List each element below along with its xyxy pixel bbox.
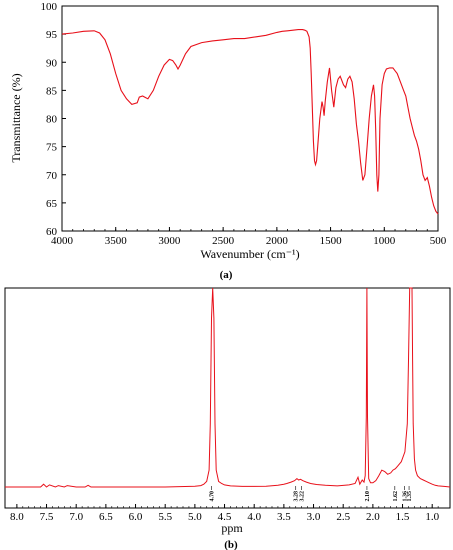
nmr-x-tick-label: 7.0 [69, 511, 83, 523]
nmr-x-tick-label: 4.0 [247, 511, 261, 523]
nmr-peak-label: 3.22 [300, 486, 306, 502]
nmr-x-tick-label: 3.5 [277, 511, 291, 523]
ir-y-tick-label: 90 [46, 57, 58, 69]
ir-y-tick-label: 100 [41, 1, 58, 13]
nmr-panel-label: (b) [224, 539, 238, 550]
nmr-spectrum-panel: 8.0 7.5 7.0 6.5 6.0 5.5 5.0 4.5 4.0 3.5 3.0 2.5 2.0 1… [4, 287, 451, 550]
nmr-x-tick-label: 2.0 [366, 511, 380, 523]
nmr-x-tick-label: 5.5 [158, 511, 172, 523]
ir-x-tick-label: 1500 [320, 235, 343, 247]
nmr-plot-frame [4, 287, 451, 509]
ir-y-tick-label: 60 [46, 226, 58, 238]
ir-spectrum-panel: 4000 3500 3000 2500 2000 1500 1000 500 60 65 70 75… [9, 1, 447, 281]
ir-y-tick-label: 65 [46, 198, 58, 210]
nmr-peak-labels: 4.70 3.28 3.22 2.10 1.62 1.361.35 [210, 486, 413, 502]
ir-x-tick-label: 2000 [266, 235, 289, 247]
nmr-peak-label: 4.70 [210, 486, 216, 502]
nmr-x-tick-label: 6.0 [129, 511, 143, 523]
ir-x-tick-label: 4000 [51, 235, 74, 247]
nmr-x-tick-label: 7.5 [40, 511, 54, 523]
ir-x-tick-label: 3000 [158, 235, 181, 247]
nmr-peak-value: 1.36 [402, 491, 408, 502]
ir-panel-label: (a) [220, 269, 233, 281]
ir-x-tick-label: 2500 [212, 235, 235, 247]
ir-y-tick-label: 85 [46, 85, 58, 97]
nmr-peak-value: 4.70 [210, 491, 216, 502]
nmr-peak-label: 2.10 [365, 486, 371, 502]
ir-x-axis-ticks: 4000 3500 3000 2500 2000 1500 1000 500 [51, 227, 447, 247]
nmr-x-tick-label: 8.0 [10, 511, 24, 523]
ir-x-tick-label: 500 [430, 235, 447, 247]
nmr-x-axis-ticks: 8.0 7.5 7.0 6.5 6.0 5.5 5.0 4.5 4.0 3.5 3.0 2.5 2.0 1… [10, 504, 440, 523]
ir-y-axis-label: Transmittance (%) [9, 73, 23, 162]
nmr-peak-value: 3.28 [294, 491, 300, 502]
nmr-peak-value: 1.62 [393, 491, 399, 502]
ir-x-tick-label: 1000 [373, 235, 396, 247]
nmr-x-tick-label: 4.5 [218, 511, 232, 523]
nmr-x-tick-label: 5.0 [188, 511, 202, 523]
ir-plot-frame [61, 5, 439, 232]
ir-y-tick-label: 95 [46, 29, 58, 41]
nmr-x-tick-label: 6.5 [99, 511, 113, 523]
ir-spectrum-line [61, 29, 439, 215]
nmr-x-tick-label: 2.5 [336, 511, 350, 523]
nmr-peak-label: 1.62 [393, 486, 399, 502]
nmr-x-tick-label: 1.5 [396, 511, 410, 523]
nmr-peak-label: 3.28 [294, 486, 300, 502]
ir-y-axis-ticks: 60 65 70 75 80 85 90 95 100 [41, 1, 66, 238]
nmr-peak-label: 1.36 [402, 486, 408, 502]
ir-y-tick-label: 70 [46, 170, 58, 182]
nmr-peak-label: 1.35 [407, 486, 413, 502]
nmr-x-tick-label: 1.0 [425, 511, 439, 523]
nmr-peak-value: 1.35 [407, 491, 413, 502]
nmr-peak-value: 3.22 [300, 491, 306, 502]
nmr-peak-value: 2.10 [365, 491, 371, 502]
ir-y-tick-label: 80 [46, 114, 58, 126]
ir-y-tick-label: 75 [46, 142, 58, 154]
ir-x-axis-label: Wavenumber (cm⁻¹) [200, 247, 299, 261]
ir-x-tick-label: 3500 [105, 235, 128, 247]
nmr-spectrum-line [5, 287, 451, 488]
nmr-x-tick-label: 3.0 [307, 511, 321, 523]
nmr-x-axis-label: ppm [221, 521, 243, 535]
